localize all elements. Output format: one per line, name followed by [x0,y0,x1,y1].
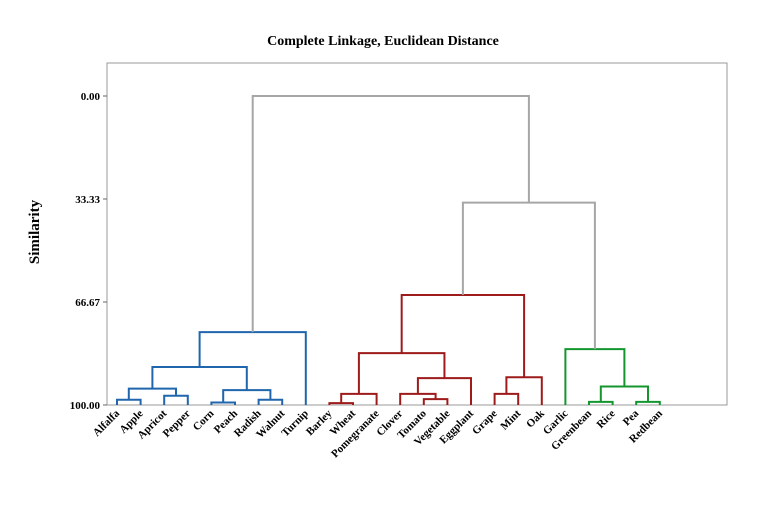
y-tick-label: 66.67 [75,297,100,309]
cluster-link [422,398,449,405]
leaf-label: Grape [470,408,500,438]
cluster-link [251,95,530,333]
cluster-link [400,293,526,378]
cluster-link [151,365,248,391]
y-tick-label: 100.00 [70,400,101,412]
cluster-link [257,398,284,405]
leaf-label: Mint [498,407,523,432]
leaf-label: Alfalfa [91,407,123,439]
cluster-link [127,387,177,400]
y-tick-label: 0.00 [81,91,101,103]
cluster-link [564,348,626,405]
cluster-link [416,377,472,405]
cluster-link [116,398,142,405]
cluster-link [505,376,543,405]
chart-title: Complete Linkage, Euclidean Distance [267,34,499,49]
y-axis-ticks: 0.00 33.33 66.67 100.00 [70,91,107,412]
leaf-labels: AlfalfaAppleApricotPepperCornPeachRadish… [91,407,665,460]
dendrogram-links [116,95,661,405]
y-tick-label: 33.33 [75,194,100,206]
leaf-label: Rice [595,408,618,431]
cluster-link [599,385,649,402]
cluster-link [198,331,307,405]
plot-frame [106,62,728,406]
cluster-link [493,392,520,405]
leaf-label: Turnip [279,408,311,440]
cluster-link [461,201,596,350]
cluster-link [357,352,446,394]
y-axis-label: Similarity [27,199,43,264]
cluster-link [163,394,189,405]
